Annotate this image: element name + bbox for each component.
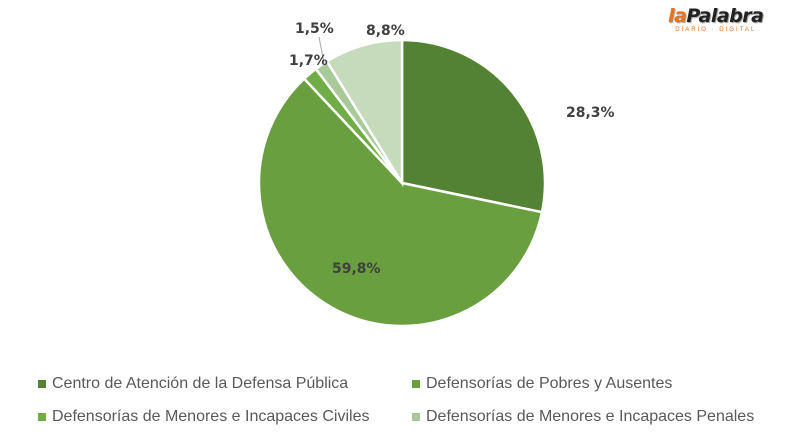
- data-label: 1,7%: [289, 53, 328, 69]
- pie-chart: 28,3% 59,8% 1,7% 1,5% 8,8%: [257, 21, 615, 328]
- logo-subtitle: DIARIO · DIGITAL: [675, 27, 757, 33]
- data-label: 59,8%: [332, 261, 381, 277]
- leader-line: [318, 36, 325, 64]
- legend-swatch: [38, 380, 46, 388]
- logo-main: Palabra: [686, 5, 764, 27]
- legend-item: Centro de Atención de la Defensa Pública: [38, 375, 348, 393]
- legend-item: Defensorías de Menores e Incapaces Penal…: [412, 408, 754, 426]
- pie-slice: [325, 38, 404, 188]
- logo-la: la: [668, 5, 687, 27]
- legend-item: Defensorías de Menores e Incapaces Civil…: [38, 408, 370, 426]
- legend-label: Defensorías de Pobres y Ausentes: [426, 375, 673, 392]
- legend-swatch: [412, 413, 420, 421]
- legend-label: Defensorías de Menores e Incapaces Civil…: [52, 408, 370, 425]
- legend-label: Defensorías de Menores e Incapaces Penal…: [426, 408, 755, 425]
- pie-slice: [400, 38, 547, 214]
- legend-label: Centro de Atención de la Defensa Pública: [52, 375, 349, 392]
- legend-swatch: [38, 413, 46, 421]
- legend-item: Defensorías de Pobres y Ausentes: [412, 375, 672, 393]
- lapalabra-logo: laPalabra DIARIO · DIGITAL: [668, 6, 764, 34]
- data-label: 28,3%: [566, 105, 615, 121]
- legend-swatch: [412, 380, 420, 388]
- data-label: 8,8%: [366, 23, 405, 39]
- data-label: 1,5%: [295, 21, 334, 37]
- pie-slice: [257, 76, 544, 328]
